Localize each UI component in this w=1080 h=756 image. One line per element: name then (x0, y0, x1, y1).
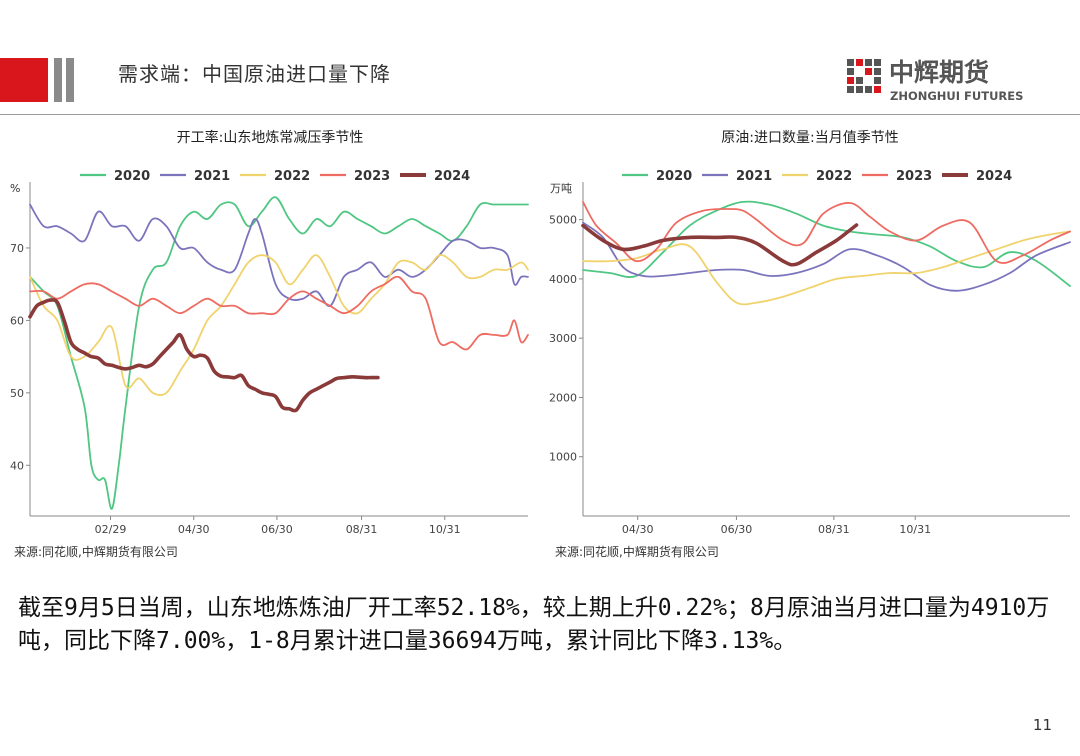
chart-crude-imports: 原油:进口数量:当月值季节性 2020 2021 2022 2023 2024 万吨 1000… (549, 130, 1071, 536)
chart-source-left: 来源:同花顺,中辉期货有限公司 (14, 545, 178, 559)
summary-text: 截至9月5日当周，山东地炼炼油厂开工率52.18%，较上期上升0.22%；8月原… (18, 595, 1050, 654)
x-tick-label: 04/30 (622, 523, 654, 536)
series-line-2024 (581, 223, 859, 267)
header-accent-red (0, 58, 48, 102)
series-line-2021 (582, 221, 1071, 292)
page-number: 11 (1032, 716, 1052, 734)
y-tick-label: 4000 (549, 273, 577, 286)
x-tick-label: 10/31 (899, 523, 931, 536)
legend-label-2023: 2023 (354, 169, 390, 184)
x-tick-label: 08/31 (346, 523, 378, 536)
legend-label-2022: 2022 (816, 169, 852, 184)
legend-label-2023: 2023 (896, 169, 932, 184)
series-line-2022 (29, 254, 529, 397)
x-tick-label: 06/30 (261, 523, 293, 536)
company-logo: 中辉期货 ZHONGHUI FUTURES (847, 58, 1023, 103)
y-axis-unit: 万吨 (550, 182, 572, 195)
y-tick-label: 3000 (549, 332, 577, 345)
x-tick-label: 06/30 (721, 523, 753, 536)
series-line-2020 (29, 196, 529, 510)
legend-label-2024: 2024 (976, 169, 1012, 184)
legend-label-2020: 2020 (656, 169, 692, 184)
chart-title: 原油:进口数量:当月值季节性 (721, 130, 898, 146)
y-tick-label: 2000 (549, 391, 577, 404)
series-line-2021 (29, 203, 529, 307)
series-line-2020 (582, 200, 1071, 287)
series-line-2022 (582, 230, 1071, 306)
x-tick-label: 04/30 (178, 523, 210, 536)
header-accent-gray (54, 58, 62, 102)
y-tick-label: 1000 (549, 451, 577, 464)
y-tick-label: 60 (10, 314, 24, 327)
x-tick-label: 10/31 (429, 523, 461, 536)
chart-refinery-utilization: 开工率:山东地炼常减压季节性 2020 2021 2022 2023 2024% 40 50 6… (10, 129, 529, 536)
header-accent-gray (66, 58, 74, 102)
series-line-2023 (582, 201, 1071, 264)
series-line-2023 (29, 275, 529, 351)
x-tick-label: 02/29 (95, 523, 127, 536)
y-tick-label: 5000 (549, 214, 577, 227)
chart-source-right: 来源:同花顺,中辉期货有限公司 (555, 545, 719, 559)
page-title: 需求端：中国原油进口量下降 (118, 62, 391, 86)
legend-label-2024: 2024 (434, 169, 470, 184)
header-divider (0, 114, 1080, 115)
legend-label-2020: 2020 (114, 169, 150, 184)
logo-text-en: ZHONGHUI FUTURES (890, 89, 1023, 103)
logo-mark-icon (847, 59, 881, 93)
chart-title: 开工率:山东地炼常减压季节性 (177, 129, 364, 146)
y-tick-label: 70 (10, 242, 24, 255)
logo-text-cn: 中辉期货 (889, 58, 989, 87)
x-tick-label: 08/31 (818, 523, 850, 536)
y-tick-label: 40 (10, 459, 24, 472)
legend-label-2022: 2022 (274, 169, 310, 184)
legend-label-2021: 2021 (736, 169, 772, 184)
legend-label-2021: 2021 (194, 169, 230, 184)
y-axis-unit: % (10, 182, 20, 195)
y-tick-label: 50 (10, 387, 24, 400)
series-line-2024 (28, 298, 380, 413)
